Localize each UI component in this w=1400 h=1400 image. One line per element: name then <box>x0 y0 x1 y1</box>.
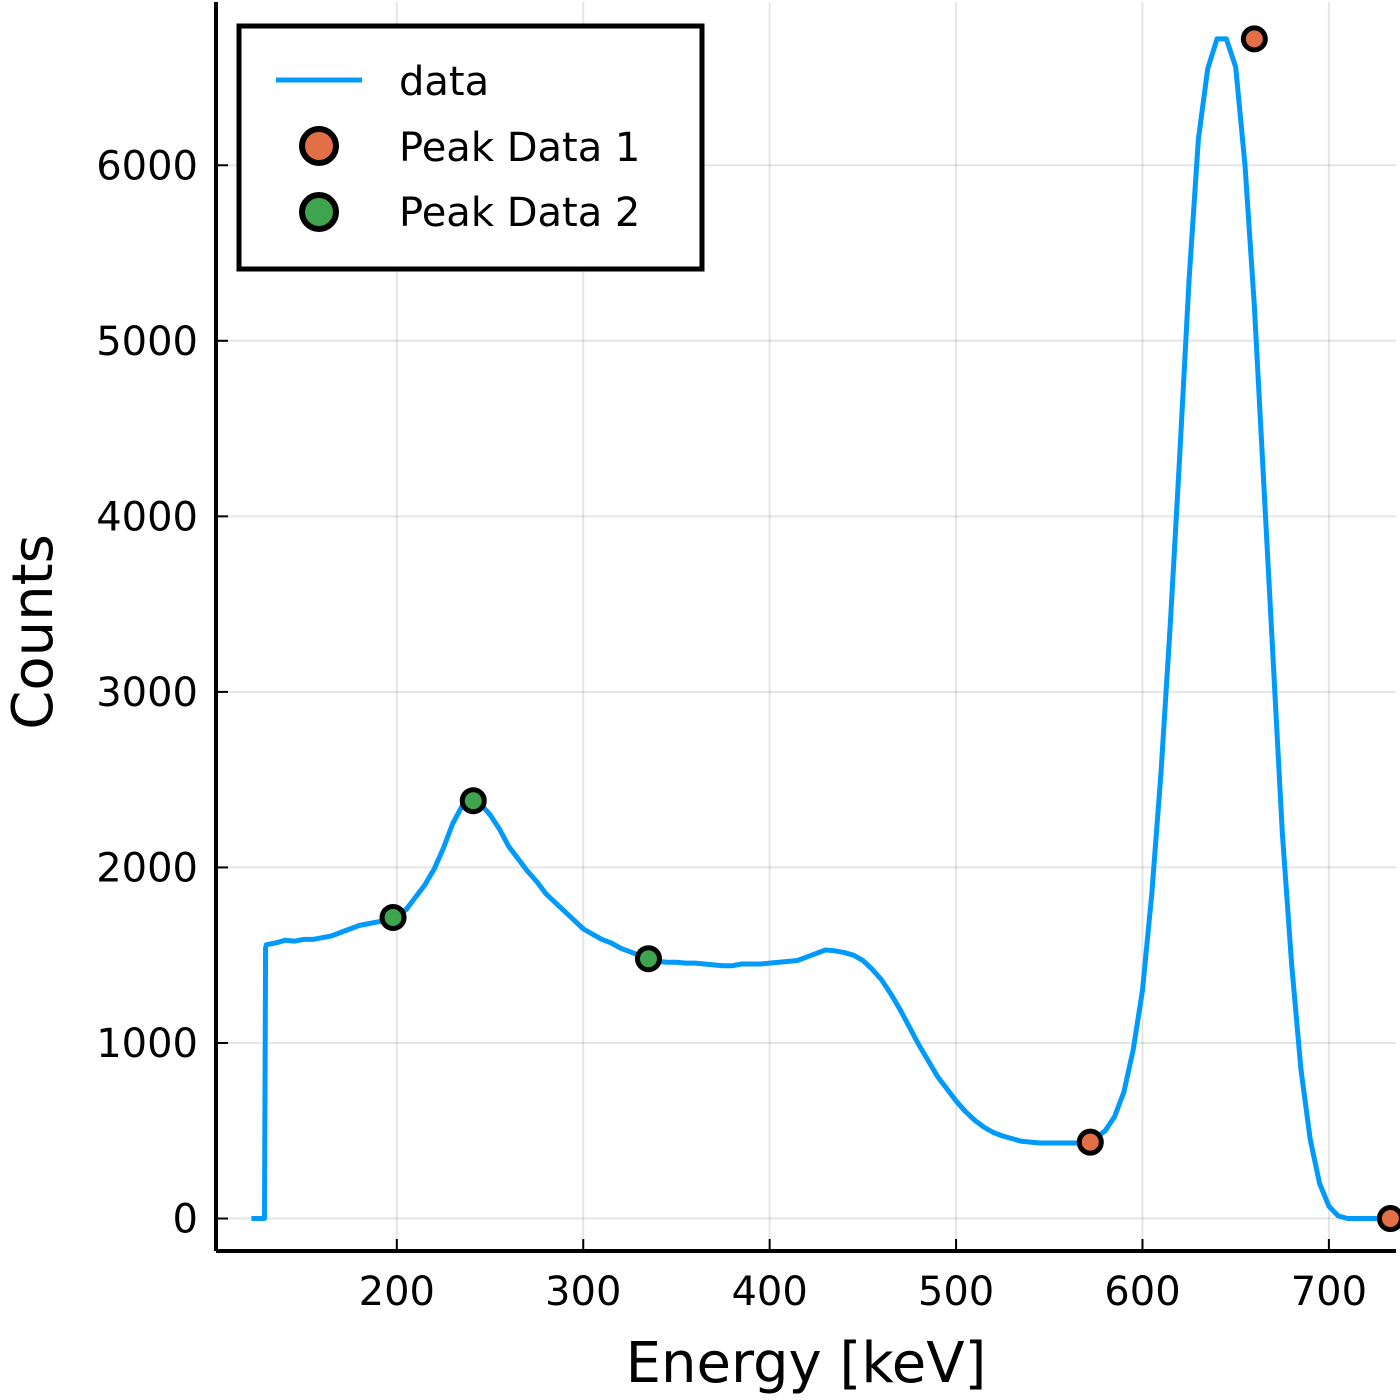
point-peak-data-2 <box>379 903 407 931</box>
y-tick-label: 0 <box>173 1197 198 1243</box>
x-tick-label: 200 <box>359 1269 435 1315</box>
y-tick-label: 1000 <box>96 1021 198 1067</box>
y-tick-label: 5000 <box>96 319 198 365</box>
legend-marker-peak-data-1 <box>299 126 339 166</box>
legend-label-data: data <box>399 59 489 105</box>
x-tick-label: 700 <box>1291 1269 1367 1315</box>
grid <box>216 2 1396 1251</box>
y-tick-label: 4000 <box>96 494 198 540</box>
y-tick-label: 3000 <box>96 670 198 716</box>
x-tick-label: 500 <box>918 1269 994 1315</box>
series <box>251 36 1391 1222</box>
scatter-points <box>379 25 1400 1233</box>
x-axis-label: Energy [keV] <box>626 1331 987 1396</box>
point-peak-data-1 <box>1076 1128 1104 1156</box>
series-line-data <box>251 36 1391 1222</box>
point-peak-data-1 <box>1240 25 1268 53</box>
point-peak-data-2 <box>459 787 487 815</box>
point-peak-data-2 <box>634 945 662 973</box>
y-tick-label: 6000 <box>96 143 198 189</box>
x-ticks: 200 300 400 500 600 700 <box>359 1239 1367 1315</box>
y-tick-label: 2000 <box>96 845 198 891</box>
y-axis-label: Counts <box>1 534 66 729</box>
legend-label-peak-data-1: Peak Data 1 <box>399 125 640 171</box>
x-tick-label: 400 <box>731 1269 807 1315</box>
point-peak-data-1 <box>1376 1205 1400 1233</box>
legend-marker-peak-data-2 <box>299 192 339 232</box>
y-ticks: 0 1000 2000 3000 4000 5000 6000 <box>96 143 228 1243</box>
legend-label-peak-data-2: Peak Data 2 <box>399 190 640 236</box>
x-tick-label: 600 <box>1104 1269 1180 1315</box>
x-tick-label: 300 <box>545 1269 621 1315</box>
legend: data Peak Data 1 Peak Data 2 <box>236 23 705 272</box>
